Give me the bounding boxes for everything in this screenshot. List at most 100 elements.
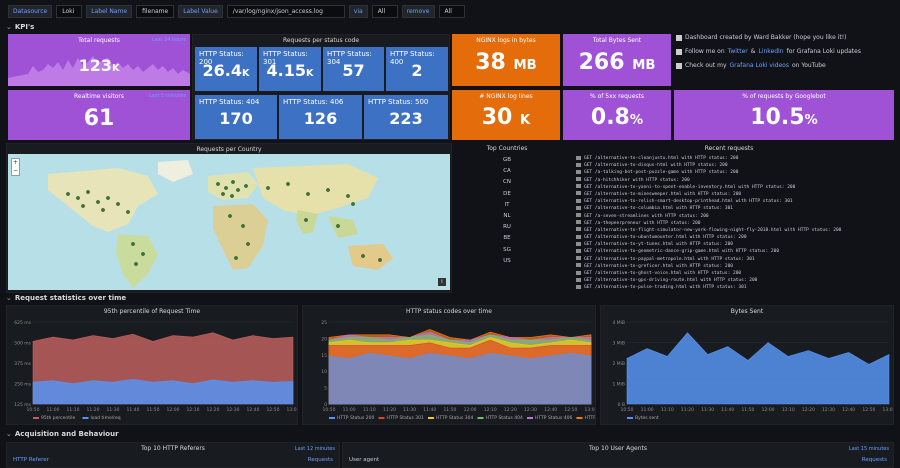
log-line[interactable]: GET /alternative-to-cleanjustu.html with… — [562, 155, 896, 162]
log-line[interactable]: GET /a-hitchhiker with HTTP status: 200 — [562, 177, 896, 184]
log-line[interactable]: GET /alternative-to-relish-smart-desktop… — [562, 198, 896, 205]
total-requests-timerange[interactable]: Last 24 hours — [151, 37, 186, 43]
world-map-svg — [48, 160, 393, 288]
log-line[interactable]: GET /alternative-to-ubuntumounter.html w… — [562, 234, 896, 241]
log-line[interactable]: GET /alternative-to-flight-simulator-new… — [562, 227, 896, 234]
zoom-in-icon[interactable]: + — [12, 159, 19, 166]
log-line[interactable]: GET /a-talking-bot-post-puzzle-game with… — [562, 169, 896, 176]
country-item: NL — [503, 212, 511, 219]
pct-googlebot-panel[interactable]: % of requests by Googlebot 10.5% — [674, 90, 894, 140]
user-agent-column-header[interactable]: User agent — [349, 457, 380, 463]
legend-label[interactable]: HTTP Status 200 — [337, 415, 374, 421]
log-line[interactable]: GET /a-thepeerpreneur with HTTP status: … — [562, 220, 896, 227]
map-info-icon[interactable]: i — [438, 278, 446, 286]
linkedin-link[interactable]: LinkedIn — [758, 48, 784, 55]
legend-label[interactable]: Bytes sent — [635, 415, 659, 421]
total-bytes-sent-panel[interactable]: Total Bytes Sent 266 MB — [563, 34, 671, 86]
recent-requests-title: Recent requests — [704, 145, 754, 152]
legend-label[interactable]: load time/req — [91, 415, 121, 421]
status-500-tile[interactable]: HTTP Status: 500 223 — [364, 95, 448, 139]
remove-select[interactable]: All — [438, 4, 465, 18]
label-value-select[interactable]: /var/log/nginx/json_access.log — [226, 4, 345, 18]
log-line[interactable]: GET /alternative-to-disqus-html with HTT… — [562, 162, 896, 169]
latency-chart[interactable]: 125 ms 250 ms 375 ms 500 ms 625 ms 10:50 11:00… — [7, 306, 298, 425]
status-codes-chart[interactable]: 0 5 10 15 20 25 10:50 11:00 11:10 11:20 11:30 11:40… — [303, 306, 596, 425]
log-line[interactable]: GET /alternative-to-pulse-trading.html w… — [562, 284, 896, 291]
pct-5xx-value: 0.8% — [590, 105, 644, 130]
referer-column-header[interactable]: HTTP Referer — [13, 457, 49, 463]
status-301-tile[interactable]: HTTP Status: 301 4.15K — [259, 47, 321, 91]
x-tick-label: 11:00 — [47, 407, 60, 413]
log-line[interactable]: GET /alternative-to-ghost-voice.html wit… — [562, 270, 896, 277]
log-line[interactable]: GET /alternative-to-gps-driving-route.ht… — [562, 277, 896, 284]
log-line[interactable]: GET /alternative-to-paypal-metropole.htm… — [562, 256, 896, 263]
status-200-tile[interactable]: HTTP Status: 200 26.4K — [195, 47, 257, 91]
x-tick-label: 12:10 — [484, 407, 497, 413]
realtime-visitors-value: 61 — [83, 106, 115, 131]
total-requests-panel[interactable]: Total requests Last 24 hours 123K — [8, 34, 190, 86]
pct-5xx-panel[interactable]: % of 5xx requests 0.8% — [563, 90, 671, 140]
x-tick-label: 12:40 — [544, 407, 557, 413]
latency-chart-panel: 95th percentile of Request Time 125 ms 25… — [6, 305, 298, 425]
recent-requests-panel: Recent requests GET /alternative-to-clea… — [562, 143, 896, 293]
y-tick-label: 0 — [324, 402, 327, 408]
nginx-log-lines-panel[interactable]: # NGINX log lines 30 K — [452, 90, 560, 140]
map-zoom-controls[interactable]: + − — [11, 158, 20, 176]
row-request-stats[interactable]: ⌄ Request statistics over time — [6, 294, 126, 302]
x-tick-label: 12:00 — [762, 407, 775, 413]
legend-label[interactable]: HTTP Status 500 — [585, 415, 597, 421]
referer-requests-header[interactable]: Requests — [307, 457, 333, 463]
row-kpis[interactable]: ⌄ KPI's — [6, 23, 34, 31]
legend-label[interactable]: HTTP Status 404 — [486, 415, 523, 421]
pct-googlebot-value: 10.5% — [750, 105, 818, 130]
x-tick-label: 12:40 — [247, 407, 260, 413]
row-acquisition-label: Acquisition and Behaviour — [14, 430, 119, 438]
legend-label[interactable]: HTTP Status 304 — [436, 415, 473, 421]
top-countries-panel: Top Countries GB CA CN DE IT NL RU BE SG US — [454, 143, 560, 293]
nginx-logs-bytes-panel[interactable]: NGINX logs in bytes 38 MB — [452, 34, 560, 86]
legend-swatch — [527, 417, 533, 419]
label-name-select[interactable]: filename — [136, 4, 175, 18]
top-user-agents-timerange[interactable]: Last 15 minutes — [848, 446, 889, 452]
row-acquisition[interactable]: ⌄ Acquisition and Behaviour — [6, 430, 119, 438]
log-line[interactable]: GET /alternative-to-greficer.html with H… — [562, 263, 896, 270]
world-map[interactable]: + − i — [8, 154, 450, 290]
legend-label[interactable]: HTTP Status 406 — [535, 415, 572, 421]
row-request-stats-label: Request statistics over time — [14, 294, 127, 302]
legend-label[interactable]: HTTP Status 301 — [387, 415, 424, 421]
realtime-visitors-panel[interactable]: Realtime visitors Last 5 minutes 61 — [8, 90, 190, 140]
user-agent-requests-header[interactable]: Requests — [861, 457, 887, 463]
status-200-label: HTTP Status: 200 — [199, 50, 244, 66]
status-406-tile[interactable]: HTTP Status: 406 126 — [279, 95, 362, 139]
log-line[interactable]: GET /alternative-to-minesweeper.html wit… — [562, 191, 896, 198]
zoom-out-icon[interactable]: − — [12, 167, 19, 174]
x-tick-label: 11:40 — [127, 407, 140, 413]
top-referers-timerange[interactable]: Last 12 minutes — [294, 446, 335, 452]
youtube-link[interactable]: Grafana Loki videos — [729, 62, 789, 69]
status-codes-chart-panel: HTTP status codes over time 0 5 10 15 20 25 10… — [302, 305, 596, 425]
log-line[interactable]: GET /alternative-to-yanni-to-spent-enabl… — [562, 184, 896, 191]
legend-label[interactable]: 95th percentile — [41, 415, 76, 421]
x-tick-label: 12:10 — [187, 407, 200, 413]
log-line[interactable]: GET /alternative-to-yt-tunes.html with H… — [562, 241, 896, 248]
datasource-select[interactable]: Loki — [56, 4, 83, 18]
bytes-sent-chart[interactable]: 0 B 1 MiB 2 MiB 3 MiB 4 MiB 10:50 11:00 11:10 11… — [601, 306, 894, 425]
legend-swatch — [477, 417, 484, 419]
chevron-down-icon: ⌄ — [6, 23, 12, 31]
recent-requests-log[interactable]: GET /alternative-to-cleanjustu.html with… — [562, 155, 896, 292]
status-400-tile[interactable]: HTTP Status: 400 2 — [386, 47, 448, 91]
twitter-link[interactable]: Twitter — [727, 48, 748, 55]
x-tick-label: 13:00 — [287, 407, 298, 413]
total-bytes-sent-label: Total Bytes Sent — [592, 37, 642, 44]
log-line[interactable]: GET /alternative-to-columbia.html with H… — [562, 205, 896, 212]
y-tick-label: 2 MiB — [612, 361, 625, 367]
log-line[interactable]: GET /a-seven-streamlines with HTTP statu… — [562, 213, 896, 220]
status-304-tile[interactable]: HTTP Status: 304 57 — [323, 47, 384, 91]
log-line[interactable]: GET /alternative-to-geometric-dance-grip… — [562, 248, 896, 255]
total-bytes-sent-value: 266 MB — [578, 50, 656, 75]
requests-per-country-title: Requests per Country — [196, 146, 262, 153]
via-select[interactable]: All — [371, 4, 398, 18]
realtime-visitors-timerange[interactable]: Last 5 minutes — [148, 93, 186, 99]
status-404-tile[interactable]: HTTP Status: 404 170 — [195, 95, 277, 139]
x-tick-label: 12:20 — [504, 407, 517, 413]
